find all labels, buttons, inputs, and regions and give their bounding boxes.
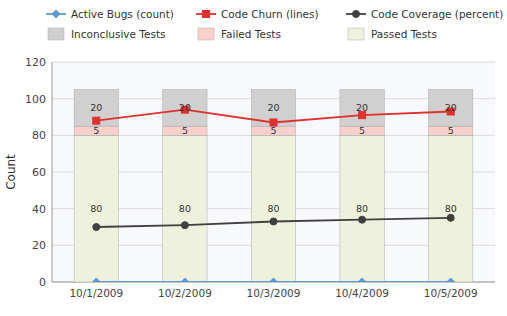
legend-label: Failed Tests: [221, 28, 281, 40]
legend-swatch: [52, 10, 60, 18]
bar-segment: [74, 135, 118, 282]
bar-segment: [163, 126, 207, 135]
data-label: 80: [90, 203, 102, 214]
data-label: 20: [90, 102, 102, 113]
data-label: 20: [445, 102, 457, 113]
plot-background: [52, 62, 495, 282]
data-label: 20: [179, 102, 191, 113]
chart: 0 20 40 60 80 100 120 10/1/2009 10/2/2009 10/3/20…: [0, 0, 507, 316]
data-label: 20: [267, 102, 279, 113]
y-axis-label: Count: [4, 154, 18, 190]
bar-segment: [251, 126, 295, 135]
legend-swatch: [353, 11, 360, 18]
line-marker: [447, 214, 454, 221]
data-label: 80: [445, 203, 457, 214]
legend-swatch: [348, 28, 364, 40]
legend-swatch: [198, 28, 214, 40]
line-marker: [93, 117, 100, 124]
bar-segment: [340, 135, 384, 282]
data-label: 5: [270, 125, 276, 136]
grid-line: [52, 62, 495, 63]
x-tick-label: 10/2/2009: [158, 287, 212, 299]
bar-segment: [163, 135, 207, 282]
bar-segment: [429, 135, 473, 282]
bar-segment: [429, 90, 473, 127]
bar-segment: [429, 126, 473, 135]
bar-segment: [74, 90, 118, 127]
y-tick-label: 20: [32, 239, 46, 252]
data-label: 5: [359, 125, 365, 136]
line: [96, 218, 450, 227]
bar-segment: [251, 135, 295, 282]
data-labels: 80 80 80 80 80 5 5 5 5 5 20 20 20 20 20: [90, 102, 456, 214]
line-marker: [92, 278, 100, 282]
y-tick-label: 60: [32, 166, 46, 179]
line-marker: [359, 216, 366, 223]
data-label: 80: [356, 203, 368, 214]
line-marker: [181, 222, 188, 229]
y-tick-label: 80: [32, 129, 46, 142]
y-tick-label: 100: [25, 93, 46, 106]
data-label: 5: [448, 125, 454, 136]
y-tick-label: 120: [25, 56, 46, 69]
line-marker: [270, 278, 278, 282]
y-axis-line: [52, 62, 53, 282]
line-marker: [358, 278, 366, 282]
legend-label: Inconclusive Tests: [71, 28, 166, 40]
plot-marks: [74, 90, 473, 283]
line-marker: [181, 278, 189, 282]
data-label: 80: [267, 203, 279, 214]
data-label: 5: [93, 125, 99, 136]
legend-label: Code Coverage (percent): [371, 8, 503, 20]
legend-label: Passed Tests: [371, 28, 437, 40]
bar-segment: [340, 126, 384, 135]
line-marker: [270, 218, 277, 225]
data-label: 5: [182, 125, 188, 136]
bar-segment: [163, 90, 207, 127]
x-tick-label: 10/5/2009: [424, 287, 478, 299]
bar-segment: [74, 126, 118, 135]
legend-label: Code Churn (lines): [221, 8, 319, 20]
legend-label: Active Bugs (count): [71, 8, 174, 20]
legend: Active Bugs (count) Code Churn (lines) Cod…: [46, 8, 503, 40]
x-tick-label: 10/4/2009: [335, 287, 389, 299]
x-tick-label: 10/3/2009: [247, 287, 301, 299]
x-tick-label: 10/1/2009: [69, 287, 123, 299]
line-marker: [93, 224, 100, 231]
bar-segment: [340, 90, 384, 127]
y-tick-label: 40: [32, 203, 46, 216]
data-label: 20: [356, 102, 368, 113]
line-marker: [447, 278, 455, 282]
legend-swatch: [203, 11, 210, 18]
y-tick-label: 0: [39, 276, 46, 289]
legend-swatch: [48, 28, 64, 40]
data-label: 80: [179, 203, 191, 214]
